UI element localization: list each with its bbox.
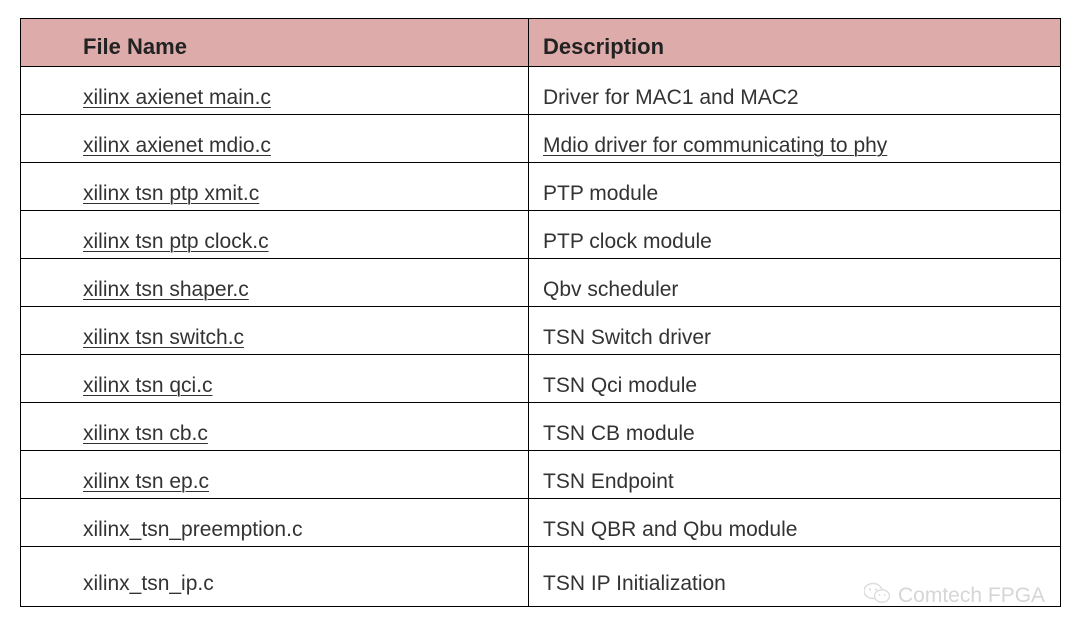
cell-description: TSN CB module [529, 403, 1061, 451]
file-name-text: xilinx_tsn_preemption.c [83, 518, 302, 541]
description-text: TSN QBR and Qbu module [543, 518, 797, 541]
file-name-text: xilinx tsn shaper.c [83, 278, 249, 301]
cell-file-name: xilinx tsn qci.c [21, 355, 529, 403]
table-row: xilinx axienet mdio.c Mdio driver for com… [21, 115, 1061, 163]
file-name-text: xilinx tsn ep.c [83, 470, 209, 493]
cell-description: PTP module [529, 163, 1061, 211]
cell-description: Driver for MAC1 and MAC2 [529, 67, 1061, 115]
cell-description: TSN Qci module [529, 355, 1061, 403]
table-row: xilinx tsn ep.c TSN Endpoint [21, 451, 1061, 499]
file-name-text: xilinx axienet main.c [83, 86, 271, 109]
table-row: xilinx tsn shaper.c Qbv scheduler [21, 259, 1061, 307]
table-row: xilinx_tsn_preemption.c TSN QBR and Qbu m… [21, 499, 1061, 547]
column-header-file-name: File Name [21, 19, 529, 67]
description-text: TSN Endpoint [543, 470, 674, 493]
table-row: xilinx tsn cb.c TSN CB module [21, 403, 1061, 451]
file-name-text: xilinx axienet mdio.c [83, 134, 271, 157]
cell-description: TSN IP Initialization [529, 547, 1061, 607]
table-row: xilinx tsn ptp clock.c PTP clock module [21, 211, 1061, 259]
table-body: xilinx axienet main.c Driver for MAC1 and… [21, 67, 1061, 607]
file-name-text: xilinx tsn cb.c [83, 422, 208, 445]
description-text: TSN Qci module [543, 374, 697, 397]
cell-file-name: xilinx tsn cb.c [21, 403, 529, 451]
description-text: Driver for MAC1 and MAC2 [543, 86, 799, 109]
description-text: PTP module [543, 182, 658, 205]
cell-file-name: xilinx axienet main.c [21, 67, 529, 115]
file-name-text: xilinx tsn ptp xmit.c [83, 182, 259, 205]
cell-description: PTP clock module [529, 211, 1061, 259]
cell-file-name: xilinx tsn switch.c [21, 307, 529, 355]
cell-description: TSN Switch driver [529, 307, 1061, 355]
file-name-text: xilinx tsn switch.c [83, 326, 244, 349]
table-row: xilinx tsn switch.c TSN Switch driver [21, 307, 1061, 355]
cell-file-name: xilinx axienet mdio.c [21, 115, 529, 163]
description-text: Mdio driver for communicating to phy [543, 134, 887, 157]
table-header-row: File Name Description [21, 19, 1061, 67]
cell-description: TSN QBR and Qbu module [529, 499, 1061, 547]
cell-description: Qbv scheduler [529, 259, 1061, 307]
cell-file-name: xilinx tsn ep.c [21, 451, 529, 499]
file-description-table: File Name Description xilinx axienet mai… [20, 18, 1061, 607]
column-header-description: Description [529, 19, 1061, 67]
cell-file-name: xilinx tsn ptp xmit.c [21, 163, 529, 211]
cell-file-name: xilinx_tsn_ip.c [21, 547, 529, 607]
description-text: PTP clock module [543, 230, 712, 253]
description-text: TSN IP Initialization [543, 572, 726, 595]
cell-description: TSN Endpoint [529, 451, 1061, 499]
file-name-text: xilinx_tsn_ip.c [83, 572, 214, 595]
description-text: TSN CB module [543, 422, 695, 445]
cell-file-name: xilinx tsn ptp clock.c [21, 211, 529, 259]
table-row: xilinx tsn qci.c TSN Qci module [21, 355, 1061, 403]
file-name-text: xilinx tsn ptp clock.c [83, 230, 269, 253]
page: File Name Description xilinx axienet mai… [20, 18, 1060, 607]
table-row: xilinx_tsn_ip.c TSN IP Initialization [21, 547, 1061, 607]
cell-file-name: xilinx_tsn_preemption.c [21, 499, 529, 547]
table-row: xilinx tsn ptp xmit.c PTP module [21, 163, 1061, 211]
description-text: TSN Switch driver [543, 326, 711, 349]
cell-description: Mdio driver for communicating to phy [529, 115, 1061, 163]
description-text: Qbv scheduler [543, 278, 678, 301]
table-row: xilinx axienet main.c Driver for MAC1 and… [21, 67, 1061, 115]
cell-file-name: xilinx tsn shaper.c [21, 259, 529, 307]
file-name-text: xilinx tsn qci.c [83, 374, 213, 397]
